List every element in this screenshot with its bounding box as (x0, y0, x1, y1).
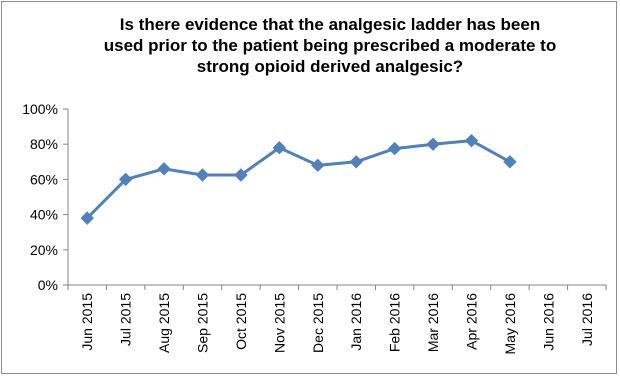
data-point-marker (80, 211, 94, 225)
x-tick-label: Jan 2016 (348, 293, 364, 351)
chart-title-line-2: used prior to the patient being prescrib… (103, 36, 557, 55)
data-point-marker (195, 168, 210, 182)
y-tick-labels: 100% 80% 60% 40% 20% 0% (22, 101, 58, 293)
chart-title-line-1: Is there evidence that the analgesic lad… (119, 15, 541, 34)
chart-title: Is there evidence that the analgesic lad… (60, 14, 600, 77)
chart-title-line-3: strong opioid derived analgesic? (196, 57, 464, 76)
x-tick-label: Aug 2015 (156, 293, 172, 353)
data-point-marker (311, 158, 325, 173)
x-tick-label: May 2016 (502, 293, 518, 355)
x-tick-label: Jul 2016 (579, 293, 595, 346)
y-tick-label: 60% (30, 171, 58, 187)
x-tick-labels: Jun 2015 Jul 2015 Aug 2015 Sep 2015 Oct 2015… (79, 293, 595, 355)
series-layer (80, 133, 517, 225)
data-point-marker (503, 155, 517, 169)
x-tick-label: Mar 2016 (425, 293, 441, 352)
data-point-marker (426, 137, 440, 151)
y-tick-label: 20% (30, 242, 58, 258)
x-tick-label: Dec 2015 (310, 293, 326, 353)
x-tick-label: Jul 2015 (118, 293, 134, 346)
y-tick-label: 100% (22, 101, 58, 117)
data-point-marker (349, 155, 363, 169)
data-point-marker (387, 141, 402, 156)
y-tick-label: 40% (30, 207, 58, 223)
data-point-marker (118, 172, 133, 187)
data-point-marker (272, 141, 287, 155)
x-tick-label: Nov 2015 (271, 293, 287, 353)
series-line (86, 139, 511, 220)
data-point-marker (234, 168, 248, 182)
x-tick-label: Sep 2015 (195, 293, 211, 353)
axes (63, 108, 607, 290)
x-tick-label: Jun 2016 (540, 293, 556, 351)
x-tick-label: Oct 2015 (233, 293, 249, 350)
y-tick-label: 80% (30, 136, 58, 152)
x-tick-label: Apr 2016 (464, 293, 480, 350)
y-tick-label: 0% (38, 277, 58, 293)
data-point-marker (157, 162, 171, 176)
x-tick-label: Feb 2016 (387, 293, 403, 352)
data-point-marker (464, 133, 479, 148)
x-tick-label: Jun 2015 (79, 293, 95, 351)
